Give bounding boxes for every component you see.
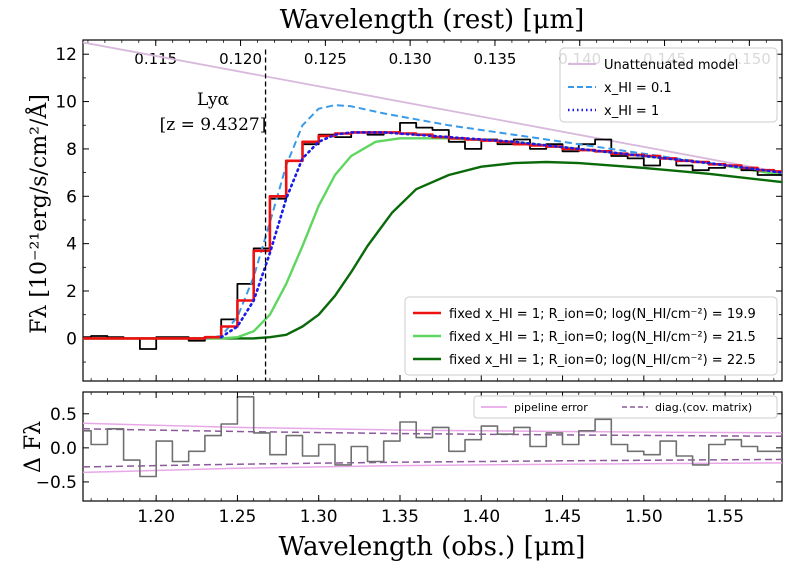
legend-label-unattenuated: Unattenuated model: [604, 58, 738, 73]
series-unattenuated-model: [83, 41, 782, 174]
top-y-tick-label: 10: [55, 93, 77, 113]
legend-top-box: [559, 47, 778, 123]
x-axis-label: Wavelength (obs.) [μm]: [279, 532, 586, 562]
legend-label-diag-cov: diag.(cov. matrix): [655, 401, 752, 414]
bottom-x-tick-label: 1.40: [462, 507, 500, 527]
series-x-hi-1: [219, 131, 782, 339]
legend-label-xhi-1: x_HI = 1: [604, 104, 659, 119]
bottom-y-tick-label: 0.0: [50, 439, 77, 459]
top-rest-tick-label: 0.125: [304, 50, 347, 68]
top-axis-title: Wavelength (rest) [μm]: [280, 5, 585, 35]
top-y-axis-label: Fλ [10⁻²¹erg/s/cm²/Å]: [24, 94, 52, 334]
bottom-x-tick-label: 1.45: [544, 507, 582, 527]
top-panel-bottom-ticks: [90, 375, 775, 381]
top-y-ticks: 0 2 4 6 8 10 12: [55, 45, 782, 363]
bottom-panel: 0.50.0−0.5 1.20 1.25 1.30 1.35 1.40 1.45 1.50 1…: [21, 391, 783, 562]
series-x-hi-0-1: [204, 104, 782, 340]
bottom-x-tick-label: 1.50: [625, 507, 663, 527]
legend-label-nhi-22-5: fixed x_HI = 1; R_ion=0; log(N_HI/cm⁻²) …: [449, 353, 756, 368]
top-y-tick-label: 8: [66, 140, 77, 160]
top-rest-tick-label: 0.135: [473, 50, 516, 68]
top-y-tick-label: 6: [66, 187, 77, 207]
series-fixed-x-hi-1-log-n-hi-22-5: [83, 160, 782, 340]
series-diag-lower: [83, 458, 782, 468]
lya-redshift-label: [z = 9.4327]: [160, 115, 267, 135]
bottom-x-tick-label: 1.20: [137, 507, 175, 527]
series-residual: [83, 396, 782, 478]
legend-residual: pipeline error diag.(cov. matrix): [473, 395, 778, 419]
bottom-x-tick-label: 1.55: [706, 507, 744, 527]
top-y-tick-label: 12: [55, 45, 77, 65]
bottom-y-axis-label: Δ Fλ: [21, 421, 46, 473]
bottom-y-ticks: 0.5 0.0 −0.5: [36, 405, 782, 493]
bottom-x-tick-label: 1.35: [381, 507, 419, 527]
bottom-y-tick-label: −0.5: [36, 473, 77, 493]
legend-bottom: fixed x_HI = 1; R_ion=0; log(N_HI/cm⁻²) …: [404, 296, 778, 376]
bottom-y-tick-label: 0.5: [50, 405, 77, 425]
top-series-group: [83, 41, 782, 350]
top-y-tick-label: 4: [66, 235, 77, 255]
legend-label-nhi-21-5: fixed x_HI = 1; R_ion=0; log(N_HI/cm⁻²) …: [449, 330, 756, 345]
bottom-x-tick-label: 1.30: [300, 507, 338, 527]
series-diag-upper: [83, 428, 782, 438]
legend-bottom-box: [404, 296, 778, 376]
legend-top: Unattenuated model x_HI = 0.1 x_HI = 1: [559, 47, 778, 123]
top-y-tick-label: 2: [66, 282, 77, 302]
top-rest-tick-label: 0.120: [219, 50, 262, 68]
top-rest-tick-label: 0.130: [389, 50, 432, 68]
bottom-x-ticks: 1.20 1.25 1.30 1.35 1.40 1.45 1.50 1.55: [90, 392, 775, 527]
top-y-tick-label: 0: [66, 329, 77, 349]
bottom-series-group: [83, 396, 782, 478]
legend-label-nhi-19-9: fixed x_HI = 1; R_ion=0; log(N_HI/cm⁻²) …: [449, 307, 756, 322]
top-panel: Wavelength (rest) [μm] Fλ [10⁻²¹erg/s/cm…: [24, 5, 783, 382]
lya-label: Lyα: [197, 90, 230, 110]
legend-label-pipeline-error: pipeline error: [514, 401, 588, 414]
series-pipeline-error-lower: [83, 462, 782, 474]
legend-label-xhi-01: x_HI = 0.1: [604, 81, 672, 96]
bottom-x-tick-label: 1.25: [219, 507, 257, 527]
